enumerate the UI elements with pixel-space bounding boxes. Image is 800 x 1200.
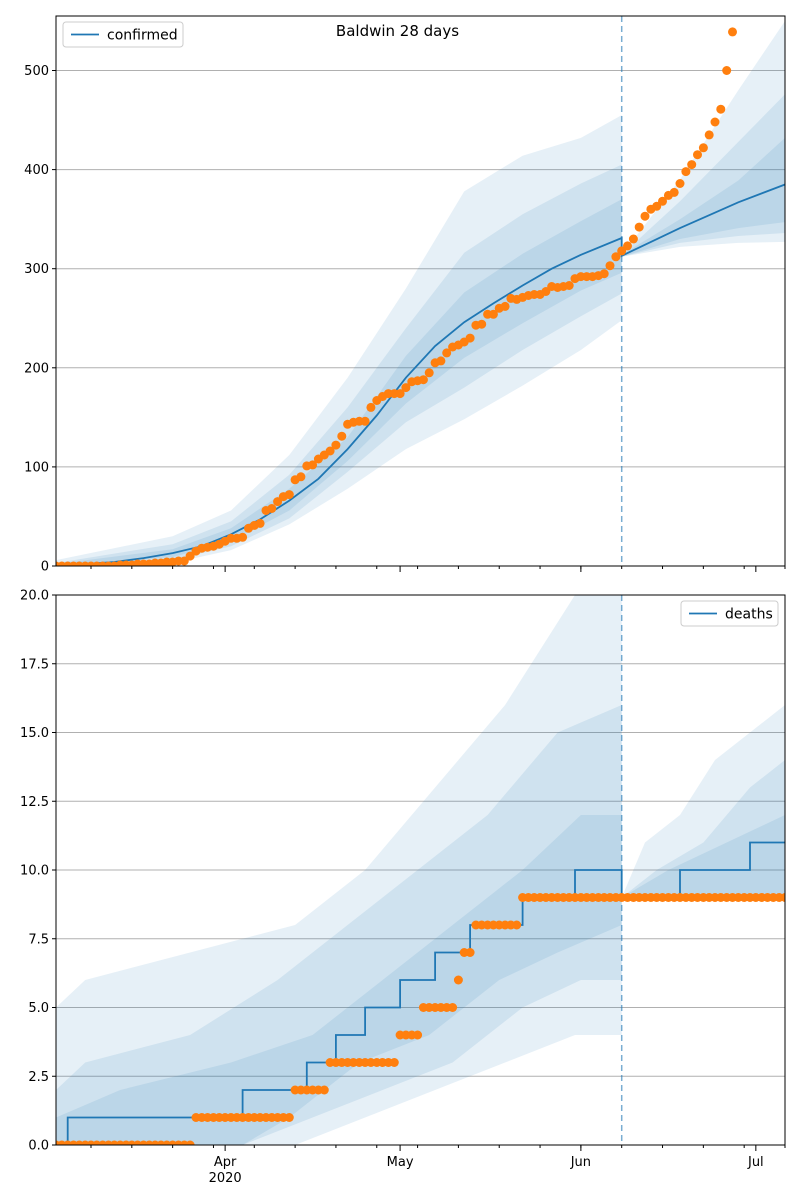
confirmed-panel: 0 100 200 300 400 500 Baldwin 28 days confirmed [24,15,786,575]
deaths-y-tick-label: 10.0 [20,864,49,879]
confirmed-observed-point [267,504,277,513]
deaths-observed-point [389,1058,399,1067]
confirmed-uncertainty-band-4 [621,94,785,257]
deaths-y-tick-label: 15.0 [20,726,49,741]
deaths-x-tick-label: Jun [570,1155,591,1170]
confirmed-observed-point [693,150,702,160]
deaths-legend: deaths [680,600,779,627]
confirmed-observed-point [728,27,737,37]
confirmed-observed-point [238,532,248,542]
confirmed-observed-point [185,551,195,561]
confirmed-observed-point [308,460,318,470]
confirmed-observed-point [698,143,708,153]
confirmed-observed-point [500,301,510,311]
confirmed-observed-point [722,66,732,75]
confirmed-observed-point [418,375,428,385]
confirmed-y-tick-label: 0 [41,560,49,575]
confirmed-observed-point [337,431,347,441]
deaths-y-tick-label: 0.0 [28,1139,49,1154]
confirmed-observed-point [401,383,411,393]
deaths-y-tick-label: 20.0 [20,589,49,604]
confirmed-observed-point [675,179,685,188]
confirmed-chart-title: Baldwin 28 days [336,22,459,40]
confirmed-uncertainty-band-0 [56,115,622,566]
confirmed-observed-point [628,234,638,244]
deaths-observed-point [185,1140,195,1145]
confirmed-y-tick-label: 300 [24,262,49,277]
confirmed-observed-point [442,348,452,358]
deaths-uncertainty-band-1 [56,705,622,1145]
confirmed-observed-point [605,261,615,271]
deaths-y-tick-label: 2.5 [28,1070,49,1085]
confirmed-observed-point [704,130,714,140]
deaths-x-tick-label: May [387,1155,414,1170]
confirmed-observed-point [564,281,574,290]
confirmed-uncertainty-band-3 [621,21,785,257]
confirmed-axes-frame [55,15,786,567]
confirmed-plot-area [56,16,785,566]
confirmed-observed-point [640,211,650,221]
confirmed-observed-point [395,389,405,399]
confirmed-observed-point [255,518,265,528]
confirmed-observed-point [325,446,335,456]
confirmed-uncertainty-band-1 [56,164,622,566]
confirmed-observed-point [360,416,370,426]
deaths-legend-box [680,600,779,627]
deaths-uncertainty-band-2 [56,815,622,1145]
confirmed-legend-box [62,21,184,48]
deaths-y-tick-label: 12.5 [20,795,49,810]
confirmed-observed-point [623,241,632,251]
deaths-x-tick-label: Jul [747,1155,764,1170]
confirmed-legend: confirmed [62,21,184,48]
deaths-observed-point [448,1003,458,1012]
confirmed-observed-point [669,187,679,197]
confirmed-observed-point [465,333,475,343]
deaths-legend-label: deaths [725,607,773,623]
deaths-observed-point [284,1113,294,1122]
deaths-y-tick-label: 7.5 [28,932,49,947]
confirmed-observed-point [296,472,306,482]
deaths-observed-point [465,948,475,957]
confirmed-y-tick-label: 500 [24,64,49,79]
deaths-uncertainty-band-3 [621,705,785,898]
confirmed-observed-point [284,490,294,500]
deaths-uncertainty-band-5 [621,815,785,898]
deaths-uncertainty-band-4 [621,760,785,898]
confirmed-observed-point [488,309,498,319]
confirmed-observed-point [436,356,446,366]
confirmed-observed-point [716,104,726,114]
deaths-x-tick-sublabel: 2020 [209,1171,242,1186]
deaths-observed-point [319,1085,329,1095]
deaths-y-tick-label: 5.0 [28,1001,49,1016]
confirmed-y-tick-label: 200 [24,361,49,376]
deaths-x-tick-label: Apr [214,1155,237,1170]
confirmed-observed-point [366,402,376,412]
deaths-observed-point [512,920,522,930]
confirmed-y-tick-label: 100 [24,460,49,475]
confirmed-observed-point [658,196,667,206]
confirmed-uncertainty-band-2 [56,199,622,566]
confirmed-observed-point [681,167,691,177]
confirmed-observed-point [477,319,487,329]
confirmed-observed-point [424,368,434,378]
confirmed-y-tick-label: 400 [24,163,49,178]
confirmed-observed-point [599,269,609,279]
deaths-y-tick-label: 17.5 [20,657,49,672]
deaths-observed-point [413,1030,423,1040]
confirmed-observed-point [710,117,720,127]
confirmed-legend-label: confirmed [107,28,178,44]
confirmed-observed-point [634,222,644,232]
deaths-plot-area [56,595,785,1145]
confirmed-uncertainty-band-5 [621,137,785,257]
deaths-uncertainty-band-0 [56,595,622,1145]
confirmed-observed-point [331,440,341,450]
confirmed-observed-point [687,160,697,170]
deaths-observed-point [780,893,785,902]
deaths-observed-point [453,975,463,985]
confirmed-observed-point [611,252,621,262]
confirmed-model-line [56,183,785,566]
